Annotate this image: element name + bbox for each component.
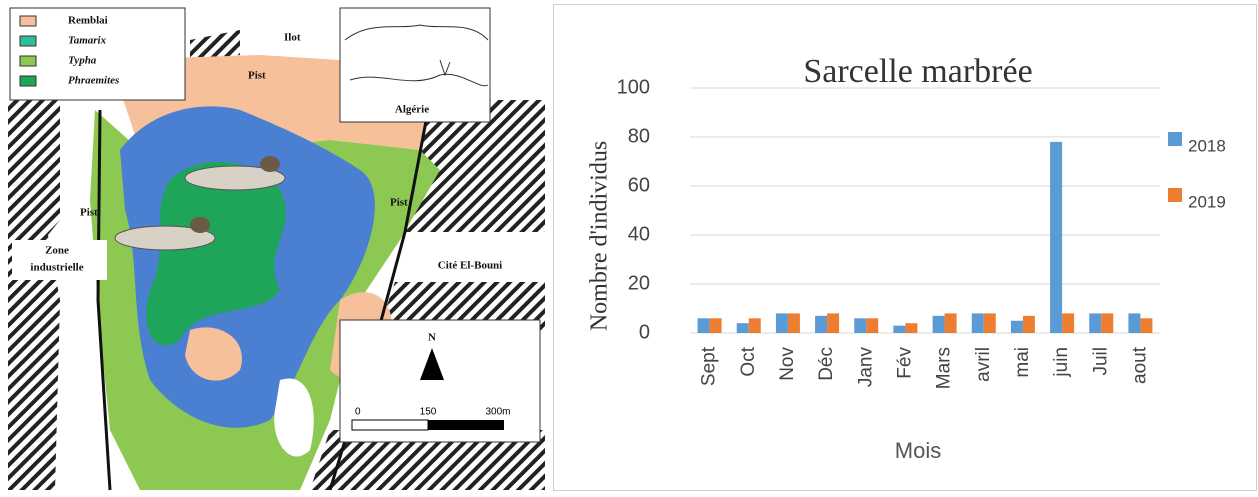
y-tick-label: 0 (639, 321, 650, 343)
y-tick-label: 80 (628, 125, 650, 147)
legend-swatch (1168, 132, 1182, 146)
label-box (410, 252, 530, 280)
hatched-area (405, 100, 545, 232)
x-tick-label: mai (1012, 347, 1033, 378)
scale-bar (351, 419, 429, 431)
bar (1010, 320, 1023, 333)
phraemites (146, 161, 286, 346)
map-legend (9, 7, 186, 101)
legend-label: Phraemites (68, 75, 119, 87)
map-label: Pist (248, 70, 266, 82)
bar (983, 313, 996, 333)
y-tick-label: 60 (628, 174, 650, 196)
bar (1101, 313, 1114, 333)
legend-swatch (19, 35, 37, 47)
x-tick-label: aout (1129, 346, 1150, 384)
x-tick-label: juin (1051, 347, 1072, 378)
legend-label: 2019 (1188, 192, 1226, 211)
hatched-area (8, 100, 60, 490)
scale-label: 300m (485, 407, 510, 418)
scale-label: 150 (420, 407, 437, 418)
x-tick-label: Nov (777, 347, 798, 381)
duck (184, 165, 286, 191)
chart: Sarcelle marbrée Nombre d'individus Mois… (553, 4, 1257, 491)
map-label: Ilot (284, 32, 301, 44)
label-box (12, 240, 107, 280)
legend-label: Remblai (68, 15, 108, 27)
x-tick-label: Déc (816, 347, 837, 381)
legend-swatch (19, 55, 37, 67)
bar (827, 313, 840, 333)
x-tick-label: avril (973, 347, 994, 382)
duck (114, 225, 216, 251)
road (96, 109, 112, 491)
inset-map (339, 7, 491, 123)
legend-swatch (1168, 188, 1182, 202)
bar (1022, 315, 1035, 333)
scale-bar (428, 420, 504, 430)
bar (971, 313, 984, 333)
legend-swatch (19, 75, 37, 87)
bar (775, 313, 788, 333)
bar (932, 315, 945, 333)
bar (709, 318, 722, 333)
y-tick-label: 40 (628, 223, 650, 245)
x-tick-label: Fév (894, 347, 915, 379)
bar (944, 313, 957, 333)
north-label: N (428, 332, 436, 344)
bar (748, 318, 761, 333)
inset-label: Algérie (395, 104, 429, 116)
legend-label: Typha (68, 55, 97, 67)
bar (1050, 141, 1063, 333)
y-axis-title: Nombre d'individus (587, 141, 613, 331)
map-label: industrielle (30, 262, 83, 274)
bar (854, 318, 867, 333)
bar (905, 323, 918, 333)
map: Remblai Tamarix Typha Phraemites Ilot Pi… (0, 0, 548, 497)
inset-coast (344, 24, 489, 87)
map-label: Pist (80, 207, 98, 219)
remblai (185, 327, 242, 381)
bar (1128, 313, 1141, 333)
x-tick-label: Oct (738, 346, 759, 376)
legend-label: 2018 (1188, 136, 1226, 155)
clearing (274, 378, 314, 457)
chart-frame (553, 4, 1257, 491)
bar (1089, 313, 1102, 333)
map-label: Zone (45, 245, 69, 257)
bar (697, 318, 710, 333)
map-label: Pist (390, 197, 408, 209)
bar (866, 318, 879, 333)
x-tick-label: Sept (699, 346, 720, 386)
x-tick-label: Janv (855, 347, 876, 388)
bar (893, 325, 906, 333)
bar (787, 313, 800, 333)
bar (736, 323, 749, 333)
bar (1140, 318, 1153, 333)
duck-head (190, 217, 210, 233)
north-arrow (420, 348, 444, 380)
y-tick-label: 20 (628, 272, 650, 294)
x-tick-label: Mars (934, 347, 955, 389)
x-tick-label: Juil (1090, 347, 1111, 376)
hatched-area (310, 430, 545, 490)
y-tick-label: 100 (617, 76, 650, 98)
x-axis-title: Mois (895, 438, 941, 463)
chart-title: Sarcelle marbrée (803, 53, 1032, 90)
scale-label: 0 (355, 407, 361, 418)
legend-swatch (19, 15, 37, 27)
legend-label: Tamarix (68, 35, 107, 47)
duck-head (260, 156, 280, 172)
bar (1062, 313, 1075, 333)
map-label: Cité El-Bouni (438, 260, 502, 272)
hatched-area (190, 30, 240, 60)
bar (815, 315, 828, 333)
